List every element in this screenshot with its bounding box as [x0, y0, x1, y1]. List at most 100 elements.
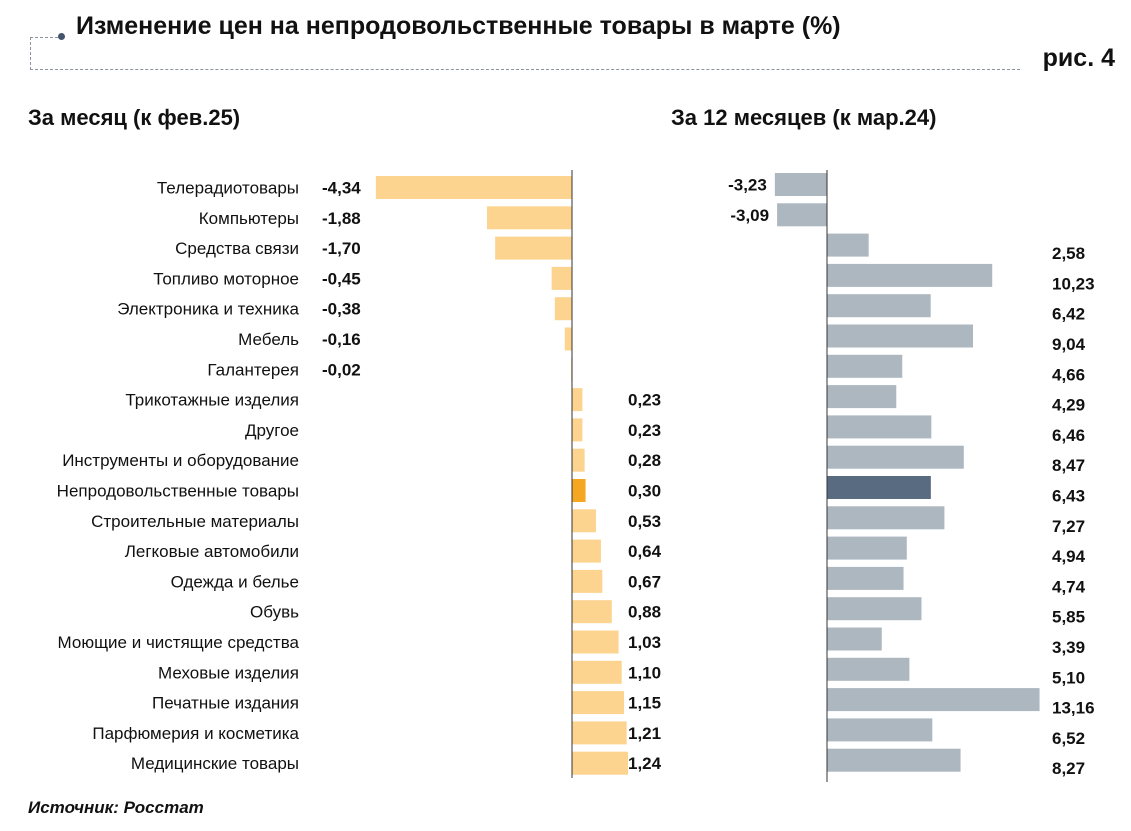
yearly-bar-одежда-и-белье: [827, 566, 904, 590]
yearly-value-label: 10,23: [1052, 274, 1095, 293]
yearly-value-label: 2,58: [1052, 244, 1085, 263]
title-underline: [30, 69, 1020, 70]
monthly-value-label: 1,03: [628, 633, 661, 652]
yearly-bar-обувь: [827, 597, 922, 621]
monthly-bar-компьютеры: [487, 206, 572, 230]
monthly-value-label: 0,67: [628, 572, 661, 591]
category-label: Меховые изделия: [158, 663, 299, 682]
monthly-value-label: 0,88: [628, 603, 661, 622]
category-label: Печатные издания: [152, 694, 299, 713]
monthly-value-label: -1,88: [322, 209, 361, 228]
monthly-bar-другое: [572, 418, 583, 442]
yearly-bar-меховые-изделия: [827, 657, 910, 681]
monthly-value-label: 0,30: [628, 482, 661, 501]
monthly-bar-мебель: [564, 327, 572, 351]
yearly-value-label: 5,10: [1052, 668, 1085, 687]
monthly-value-label: -0,16: [322, 330, 361, 349]
monthly-value-label: -0,02: [322, 360, 361, 379]
yearly-value-label: 4,29: [1052, 396, 1085, 415]
yearly-value-label: 6,43: [1052, 487, 1085, 506]
monthly-value-label: -0,45: [322, 269, 361, 288]
title-decoration: [30, 37, 63, 70]
category-label: Средства связи: [175, 239, 299, 258]
monthly-value-label: 1,15: [628, 694, 661, 713]
category-label: Другое: [245, 421, 299, 440]
monthly-bar-инструменты-и-оборудование: [572, 448, 585, 472]
yearly-bar-средства-связи: [827, 233, 869, 257]
monthly-bar-моющие-и-чистящие-средства: [572, 630, 619, 654]
monthly-value-label: 0,23: [628, 421, 661, 440]
monthly-bar-электроника-и-техника: [554, 297, 572, 321]
category-label: Моющие и чистящие средства: [58, 633, 300, 652]
yearly-bar-медицинские-товары: [827, 748, 961, 772]
monthly-value-label: 0,64: [628, 542, 662, 561]
category-label: Обувь: [250, 603, 299, 622]
monthly-value-label: -0,38: [322, 300, 361, 319]
yearly-bar-моющие-и-чистящие-средства: [827, 627, 882, 651]
yearly-value-label: 8,47: [1052, 456, 1085, 475]
yearly-bar-телерадиотовары: [774, 173, 827, 196]
yearly-bar-другое: [827, 415, 932, 439]
yearly-bar-парфюмерия-и-косметика: [827, 718, 933, 742]
category-label: Компьютеры: [199, 209, 299, 228]
yearly-bar-строительные-материалы: [827, 506, 945, 530]
yearly-chart: -3,23 -3,09 2,58 10,23 6,42 9,04 4,66 4,29 6,46 8…: [728, 170, 1095, 782]
category-label: Телерадиотовары: [157, 179, 299, 198]
chart-title: Изменение цен на непродовольственные тов…: [76, 12, 841, 40]
title-bullet-icon: [58, 33, 65, 40]
monthly-value-label: 0,23: [628, 391, 661, 410]
yearly-bar-легковые-автомобили: [827, 536, 907, 560]
monthly-value-label: 1,24: [628, 754, 662, 773]
monthly-value-label: 0,53: [628, 512, 661, 531]
category-label: Одежда и белье: [171, 572, 299, 591]
monthly-bar-меховые-изделия: [572, 660, 622, 684]
category-label: Легковые автомобили: [125, 542, 299, 561]
monthly-bar-обувь: [572, 600, 612, 624]
yearly-value-label: 5,85: [1052, 608, 1085, 627]
monthly-value-label: -1,70: [322, 239, 361, 258]
monthly-bar-средства-связи: [495, 236, 572, 260]
yearly-bar-мебель: [827, 324, 973, 348]
category-label: Строительные материалы: [91, 512, 299, 531]
yearly-bar-инструменты-и-оборудование: [827, 445, 964, 469]
yearly-value-label: 9,04: [1052, 335, 1086, 354]
category-label: Мебель: [238, 330, 299, 349]
yearly-value-label: 7,27: [1052, 517, 1085, 536]
monthly-bar-топливо-моторное: [551, 266, 572, 290]
monthly-value-label: 0,28: [628, 451, 661, 470]
monthly-bar-парфюмерия-и-косметика: [572, 721, 627, 745]
category-label: Топливо моторное: [153, 269, 299, 288]
yearly-value-label: 8,27: [1052, 759, 1085, 778]
monthly-bar-печатные-издания: [572, 691, 624, 715]
monthly-bar-непродовольственные-товары: [572, 479, 586, 502]
monthly-bar-строительные-материалы: [572, 509, 596, 533]
yearly-value-label: 3,39: [1052, 638, 1085, 657]
yearly-bar-компьютеры: [777, 203, 827, 227]
category-label: Галантерея: [207, 360, 299, 379]
monthly-value-label: -4,34: [322, 179, 361, 198]
monthly-bar-трикотажные-изделия: [572, 388, 583, 412]
monthly-value-label: 1,21: [628, 724, 661, 743]
yearly-bar-непродовольственные-товары: [827, 476, 931, 499]
category-label: Непродовольственные товары: [57, 482, 299, 501]
monthly-panel-title: За месяц (к фев.25): [28, 105, 241, 130]
category-label: Электроника и техника: [117, 300, 299, 319]
monthly-bar-телерадиотовары: [375, 176, 572, 199]
source-note: Источник: Росстат: [28, 798, 204, 817]
yearly-bar-трикотажные-изделия: [827, 385, 897, 409]
yearly-value-label: 4,94: [1052, 547, 1086, 566]
yearly-bar-галантерея: [827, 354, 903, 378]
yearly-value-label: -3,23: [728, 176, 767, 195]
category-label: Трикотажные изделия: [125, 391, 299, 410]
yearly-bar-печатные-издания: [827, 688, 1040, 712]
figure-number: рис. 4: [1042, 44, 1115, 72]
category-labels: Телерадиотовары Компьютеры Средства связи Т…: [57, 179, 300, 774]
monthly-value-label: 1,10: [628, 663, 661, 682]
monthly-bar-легковые-автомобили: [572, 539, 601, 563]
yearly-value-label: 6,42: [1052, 305, 1085, 324]
yearly-value-label: 6,46: [1052, 426, 1085, 445]
monthly-chart: -4,34 -1,88 -1,70 -0,45 -0,38 -0,16 -0,02 0,23 0…: [322, 170, 662, 778]
category-label: Парфюмерия и косметика: [92, 724, 299, 743]
yearly-bar-топливо-моторное: [827, 263, 993, 287]
